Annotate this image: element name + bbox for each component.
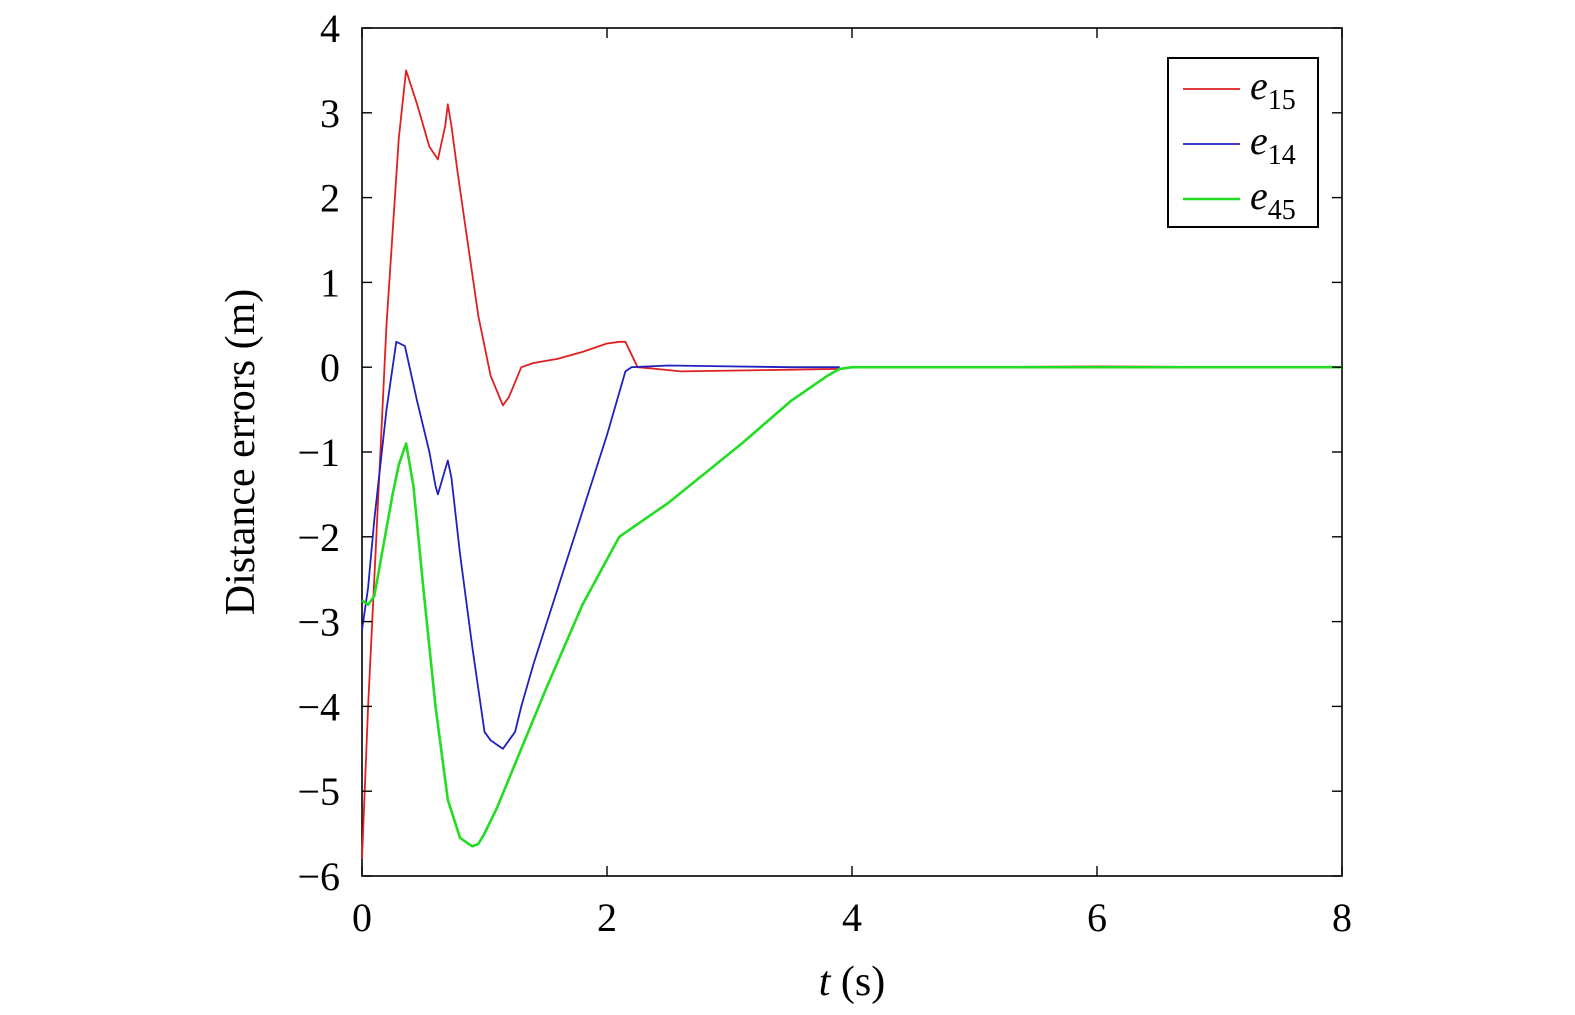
x-axis-label-unit: (s) xyxy=(830,959,885,1005)
y-tick-label: −3 xyxy=(297,600,340,645)
y-tick-label: 0 xyxy=(320,345,340,390)
tick-labels-layer: 0 2 4 6 8 4 3 2 1 0 −1 −2 −3 −4 −5 −6 xyxy=(297,6,1352,940)
x-tick-label: 6 xyxy=(1087,895,1107,940)
legend-label-e45: e45 xyxy=(1250,173,1296,226)
series-line-e14 xyxy=(361,340,840,750)
y-tick-label: 4 xyxy=(320,6,340,51)
x-tick-label: 0 xyxy=(352,895,372,940)
y-tick-label: 3 xyxy=(320,91,340,136)
y-tick-label: 1 xyxy=(320,260,340,305)
y-axis-label: Distance errors (m) xyxy=(218,289,264,616)
x-axis-label: t (s) xyxy=(819,959,886,1005)
y-tick-label: −1 xyxy=(297,430,340,475)
series-layer xyxy=(361,69,1342,860)
legend-label-e15: e15 xyxy=(1250,63,1296,116)
y-tick-label: −6 xyxy=(297,854,340,899)
y-tick-label: 2 xyxy=(320,176,340,221)
y-tick-label: −4 xyxy=(297,684,340,729)
series-line-e15 xyxy=(361,69,1342,860)
x-tick-label: 2 xyxy=(597,895,617,940)
x-tick-label: 4 xyxy=(842,895,862,940)
x-axis-label-var: t xyxy=(819,959,832,1005)
y-tick-label: −2 xyxy=(297,515,340,560)
series-line-e45 xyxy=(361,365,1342,848)
y-tick-label: −5 xyxy=(297,769,340,814)
x-tick-label: 8 xyxy=(1332,895,1352,940)
legend-label-e14: e14 xyxy=(1250,118,1296,171)
ticks-layer xyxy=(361,27,1343,877)
